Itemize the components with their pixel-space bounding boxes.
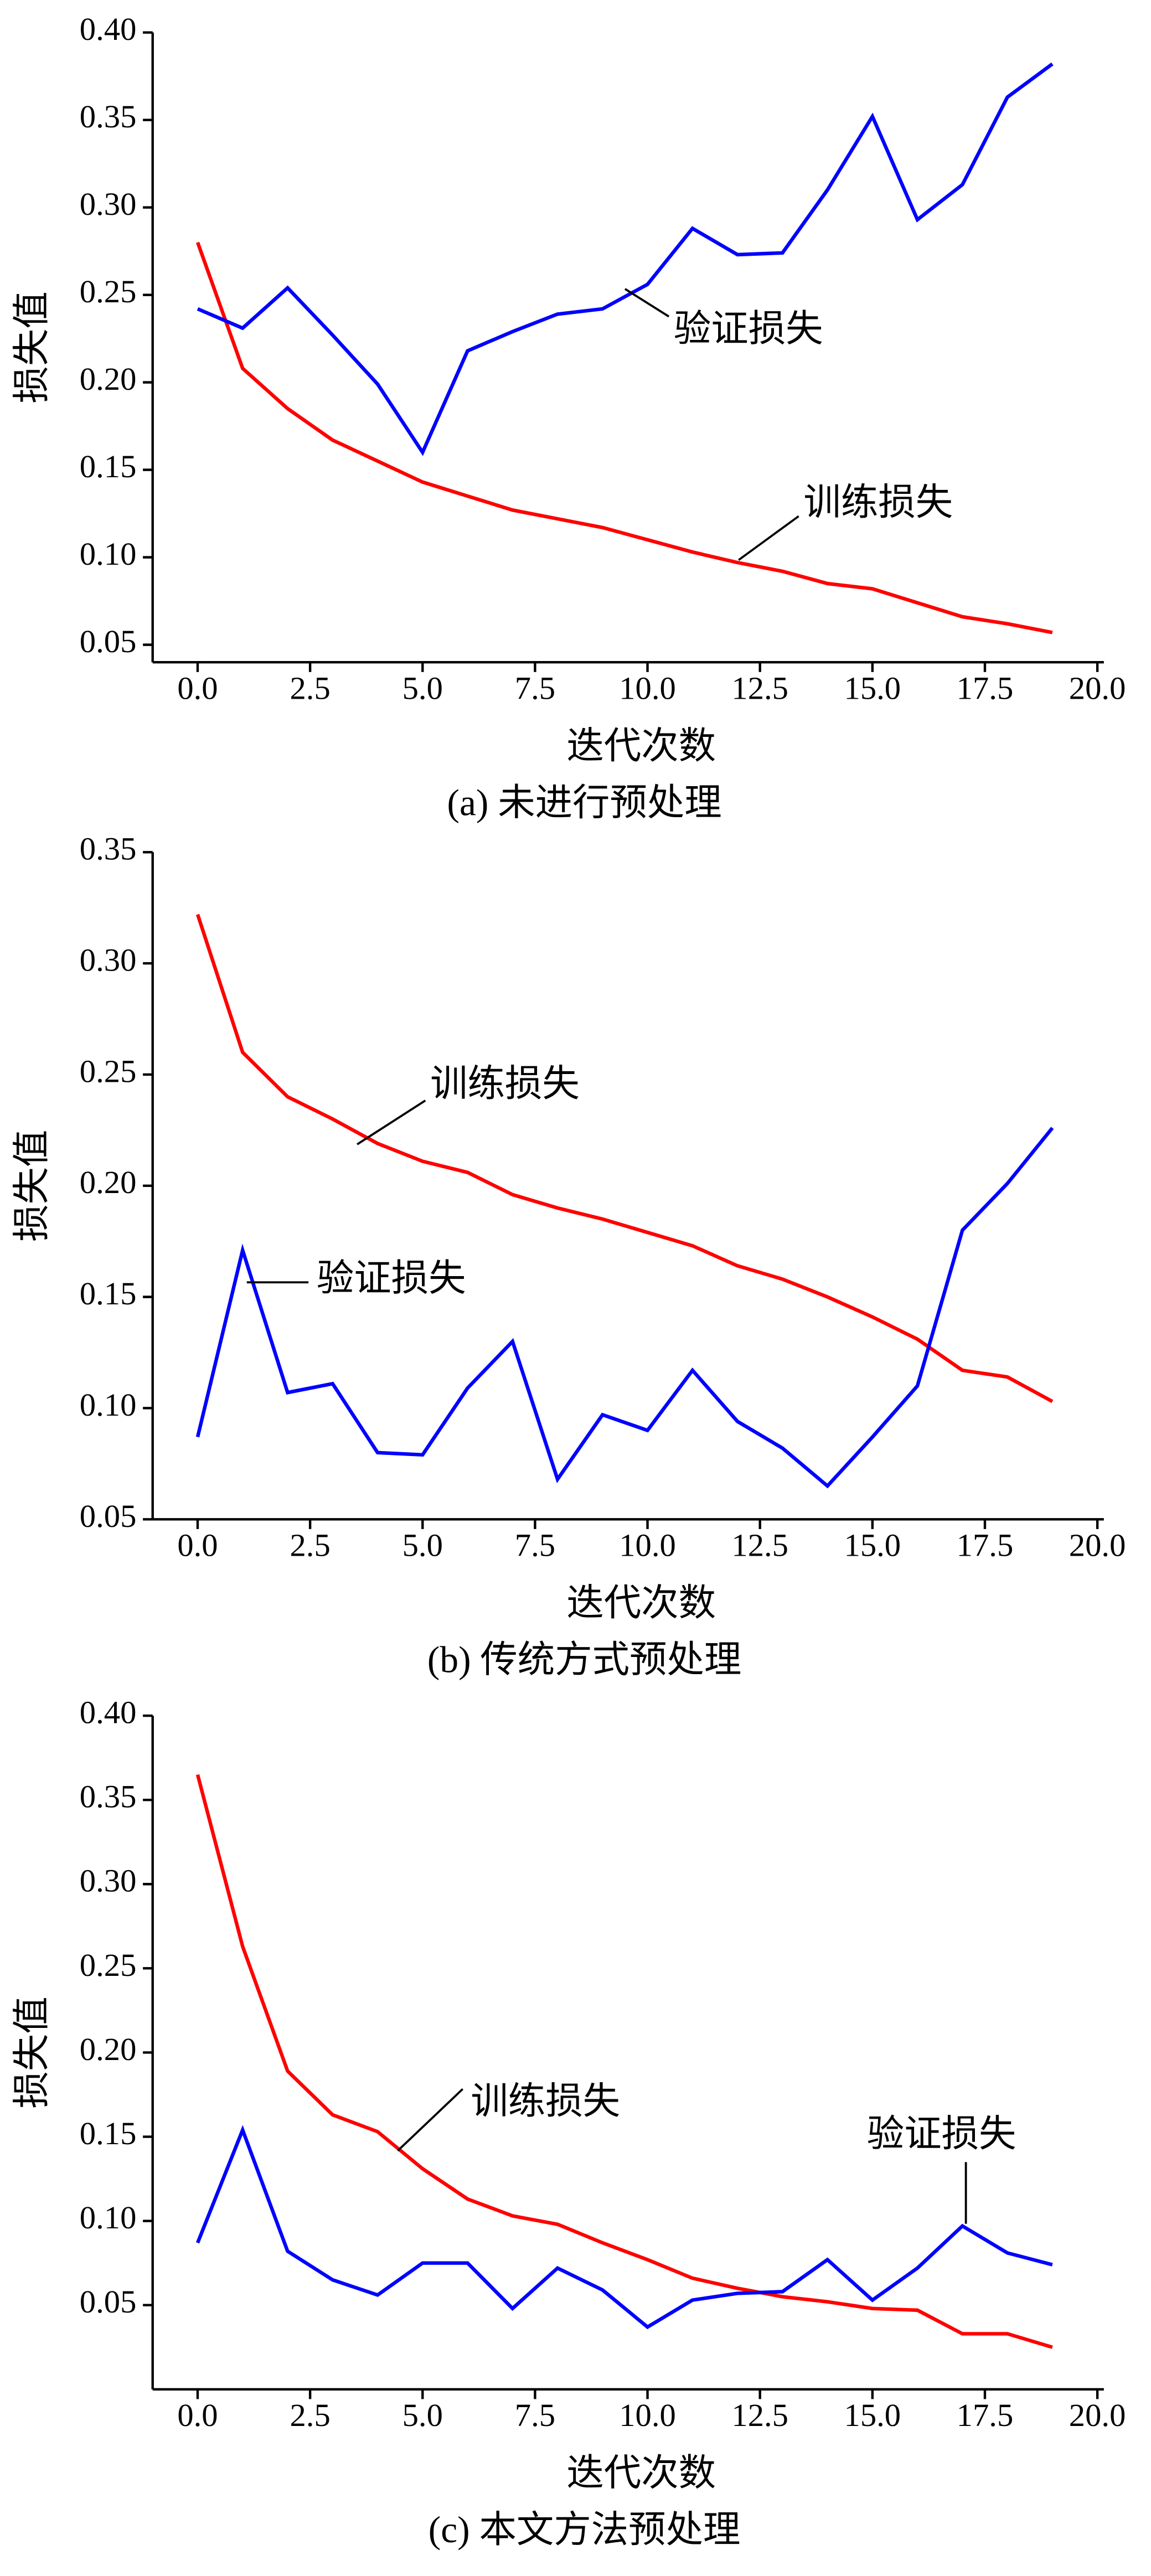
y-axis-label: 损失值	[11, 291, 53, 403]
x-tick-label: 17.5	[957, 1527, 1014, 1563]
x-tick-label: 12.5	[731, 2397, 788, 2433]
x-tick-label: 2.5	[290, 670, 330, 706]
y-tick-label: 0.05	[80, 623, 137, 659]
y-tick-label: 0.35	[80, 831, 137, 867]
series-line	[197, 62, 1054, 456]
series-line	[195, 1127, 1054, 1489]
series-line	[195, 2125, 1053, 2330]
x-tick-label: 17.5	[957, 670, 1014, 706]
x-tick-label: 20.0	[1069, 670, 1126, 706]
series-line	[195, 1774, 1053, 2349]
annotation-leader	[738, 515, 799, 561]
y-tick-label: 0.15	[80, 1276, 137, 1312]
x-tick-label: 2.5	[290, 2397, 330, 2433]
series-label: 训练损失	[471, 2081, 620, 2122]
x-tick-label: 10.0	[619, 670, 676, 706]
x-tick-label: 12.5	[731, 1527, 788, 1563]
x-tick-label: 12.5	[731, 670, 788, 706]
series-label: 验证损失	[317, 1258, 466, 1299]
x-tick-label: 0.0	[177, 670, 218, 706]
x-tick-label: 5.0	[402, 2397, 443, 2433]
y-tick-label: 0.30	[80, 186, 137, 222]
series-label: 验证损失	[867, 2113, 1016, 2155]
x-axis-label: 迭代次数	[566, 725, 716, 767]
y-tick-label: 0.15	[80, 448, 137, 484]
y-axis-label: 损失值	[11, 1130, 53, 1242]
y-axis-label: 损失值	[11, 1996, 53, 2108]
y-tick-label: 0.25	[80, 273, 137, 309]
y-tick-label: 0.30	[80, 1863, 137, 1899]
y-tick-label: 0.40	[80, 1695, 137, 1731]
y-tick-label: 0.20	[80, 1164, 137, 1200]
y-tick-label: 0.30	[80, 942, 137, 978]
y-tick-label: 0.15	[80, 2115, 137, 2151]
y-tick-label: 0.05	[80, 2284, 137, 2320]
caption: (c) 本文方法预处理	[429, 2509, 741, 2551]
x-tick-label: 10.0	[619, 1527, 676, 1563]
caption: (a) 未进行预处理	[447, 782, 722, 824]
y-tick-label: 0.40	[80, 11, 137, 47]
x-tick-label: 0.0	[177, 2397, 218, 2433]
x-tick-label: 15.0	[844, 1527, 901, 1563]
x-tick-label: 2.5	[290, 1527, 330, 1563]
series-label: 验证损失	[674, 308, 823, 350]
series-label: 训练损失	[430, 1063, 580, 1104]
annotation-leader	[357, 1099, 426, 1145]
series-line	[195, 913, 1054, 1403]
x-tick-label: 5.0	[402, 670, 443, 706]
x-tick-label: 20.0	[1069, 1527, 1126, 1563]
x-tick-label: 7.5	[515, 2397, 555, 2433]
x-axis-label: 迭代次数	[566, 1582, 716, 1624]
x-tick-label: 15.0	[844, 2397, 901, 2433]
y-tick-label: 0.20	[80, 2031, 137, 2067]
x-tick-label: 7.5	[515, 670, 555, 706]
annotation-leader	[624, 288, 670, 318]
y-tick-label: 0.10	[80, 536, 137, 572]
y-tick-label: 0.25	[80, 1947, 137, 1983]
x-tick-label: 10.0	[619, 2397, 676, 2433]
x-tick-label: 17.5	[957, 2397, 1014, 2433]
x-tick-label: 0.0	[177, 1527, 218, 1563]
x-axis-label: 迭代次数	[566, 2453, 716, 2494]
y-tick-label: 0.10	[80, 1387, 137, 1423]
y-tick-label: 0.05	[80, 1498, 137, 1534]
x-tick-label: 5.0	[402, 1527, 443, 1563]
x-tick-label: 20.0	[1069, 2397, 1126, 2433]
y-tick-label: 0.35	[80, 1779, 137, 1815]
x-tick-label: 7.5	[515, 1527, 555, 1563]
y-tick-label: 0.25	[80, 1053, 137, 1089]
y-tick-label: 0.35	[80, 99, 137, 135]
y-tick-label: 0.20	[80, 361, 137, 397]
annotation-leader	[397, 2088, 464, 2152]
series-label: 训练损失	[803, 482, 953, 523]
series-line	[195, 241, 1053, 634]
x-tick-label: 15.0	[844, 670, 901, 706]
caption: (b) 传统方式预处理	[427, 1639, 741, 1681]
y-tick-label: 0.10	[80, 2200, 137, 2236]
